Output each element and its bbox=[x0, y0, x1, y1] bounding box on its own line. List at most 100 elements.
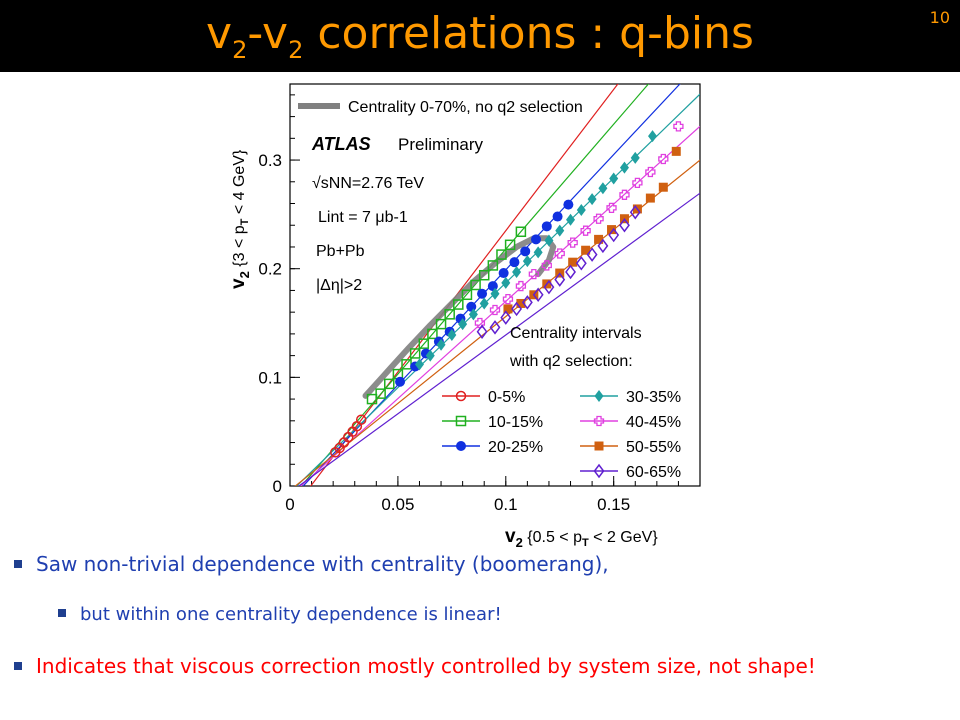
data-point bbox=[455, 390, 467, 402]
data-point bbox=[566, 213, 576, 226]
data-point bbox=[384, 378, 395, 390]
data-point bbox=[658, 153, 669, 165]
data-point bbox=[468, 308, 478, 321]
fit-line bbox=[302, 84, 681, 486]
system-label: Pb+Pb bbox=[316, 243, 365, 260]
data-point bbox=[594, 390, 604, 402]
data-point bbox=[541, 221, 552, 232]
data-point bbox=[554, 272, 566, 287]
data-point bbox=[500, 310, 512, 325]
data-point bbox=[606, 202, 617, 214]
data-point bbox=[541, 260, 552, 271]
data-point bbox=[581, 245, 591, 255]
bullet-marker-icon bbox=[58, 609, 66, 617]
data-point bbox=[455, 415, 467, 427]
data-point bbox=[375, 388, 386, 399]
data-point bbox=[509, 257, 520, 268]
title-v: v bbox=[206, 8, 233, 59]
experiment-label: ATLAS bbox=[311, 134, 371, 154]
data-point bbox=[629, 204, 641, 220]
data-point bbox=[619, 161, 629, 174]
y-tick-label: 0.2 bbox=[258, 260, 282, 279]
data-point bbox=[552, 211, 563, 222]
bullet-1-text: Saw non-trivial dependence with centrali… bbox=[36, 552, 609, 576]
bullet-3: Indicates that viscous correction mostly… bbox=[14, 654, 816, 678]
data-point bbox=[543, 279, 555, 295]
legend-entry-label: 40-45% bbox=[626, 414, 681, 431]
data-point bbox=[425, 349, 435, 362]
data-point bbox=[479, 297, 489, 310]
data-point bbox=[512, 265, 522, 278]
legend-title-1: Centrality intervals bbox=[510, 325, 642, 342]
data-point bbox=[563, 199, 574, 210]
legend-entry-label: 60-65% bbox=[626, 464, 681, 481]
data-point bbox=[476, 324, 488, 339]
data-point bbox=[489, 320, 501, 335]
data-point bbox=[575, 256, 587, 271]
data-point bbox=[474, 317, 486, 329]
page-number: 10 bbox=[929, 8, 950, 27]
title-v-second: -v bbox=[247, 8, 289, 59]
data-point bbox=[580, 225, 591, 236]
data-point bbox=[490, 287, 500, 300]
x-axis-label: v2 {0.5 < pT < 2 GeV} bbox=[505, 526, 658, 548]
data-point bbox=[501, 276, 511, 289]
data-point bbox=[533, 246, 543, 259]
legend-entry-label: 20-25% bbox=[488, 439, 543, 456]
data-point bbox=[671, 146, 681, 156]
data-point bbox=[607, 225, 617, 235]
data-point bbox=[478, 269, 490, 281]
x-tick-label: 0.05 bbox=[381, 495, 414, 514]
data-point bbox=[489, 304, 501, 316]
data-point bbox=[516, 298, 526, 308]
data-point bbox=[409, 348, 421, 359]
luminosity-label: Lint = 7 μb-1 bbox=[318, 209, 408, 226]
data-point bbox=[597, 238, 609, 254]
y-tick-label: 0 bbox=[273, 477, 282, 496]
data-point bbox=[593, 415, 605, 427]
x-tick-label: 0.15 bbox=[597, 495, 630, 514]
data-point bbox=[458, 318, 468, 331]
data-point bbox=[436, 338, 446, 351]
data-point bbox=[576, 204, 586, 217]
title-rest: correlations : q-bins bbox=[303, 8, 754, 59]
bullet-1: Saw non-trivial dependence with centrali… bbox=[14, 552, 609, 576]
y-tick-label: 0.1 bbox=[258, 368, 282, 387]
data-point bbox=[504, 239, 516, 251]
data-point bbox=[520, 246, 531, 257]
data-point bbox=[673, 121, 684, 132]
boomerang-legend-label: Centrality 0-70%, no q2 selection bbox=[348, 99, 583, 116]
data-point bbox=[565, 264, 576, 280]
data-point bbox=[593, 463, 605, 479]
data-point bbox=[414, 358, 424, 371]
data-point bbox=[427, 328, 438, 340]
data-point bbox=[632, 177, 643, 189]
data-point bbox=[470, 279, 481, 291]
data-point bbox=[515, 226, 527, 238]
data-point bbox=[522, 255, 532, 268]
data-point bbox=[355, 414, 367, 425]
title-bar: v2-v2 correlations : q-bins 10 bbox=[0, 0, 960, 72]
data-point bbox=[435, 318, 447, 330]
x-tick-label: 0.1 bbox=[494, 495, 518, 514]
plot-area bbox=[294, 84, 700, 486]
data-point bbox=[594, 441, 604, 451]
bullet-marker-icon bbox=[14, 559, 22, 568]
legend-entry-label: 30-35% bbox=[626, 389, 681, 406]
data-point bbox=[477, 288, 488, 299]
data-point bbox=[498, 268, 509, 279]
cut-label: |Δη|>2 bbox=[316, 277, 362, 294]
legend-title-2: with q2 selection: bbox=[509, 353, 633, 370]
data-point bbox=[593, 213, 604, 224]
data-point bbox=[531, 234, 541, 245]
data-point bbox=[609, 172, 619, 185]
status-label: Preliminary bbox=[398, 135, 484, 154]
bullet-3-text: Indicates that viscous correction mostly… bbox=[36, 654, 816, 678]
title-subscript-second: 2 bbox=[288, 35, 304, 64]
data-point bbox=[395, 376, 406, 387]
data-point bbox=[544, 234, 554, 247]
data-point bbox=[418, 338, 430, 349]
data-point bbox=[447, 328, 457, 341]
data-point bbox=[444, 309, 455, 320]
data-point bbox=[619, 217, 630, 233]
